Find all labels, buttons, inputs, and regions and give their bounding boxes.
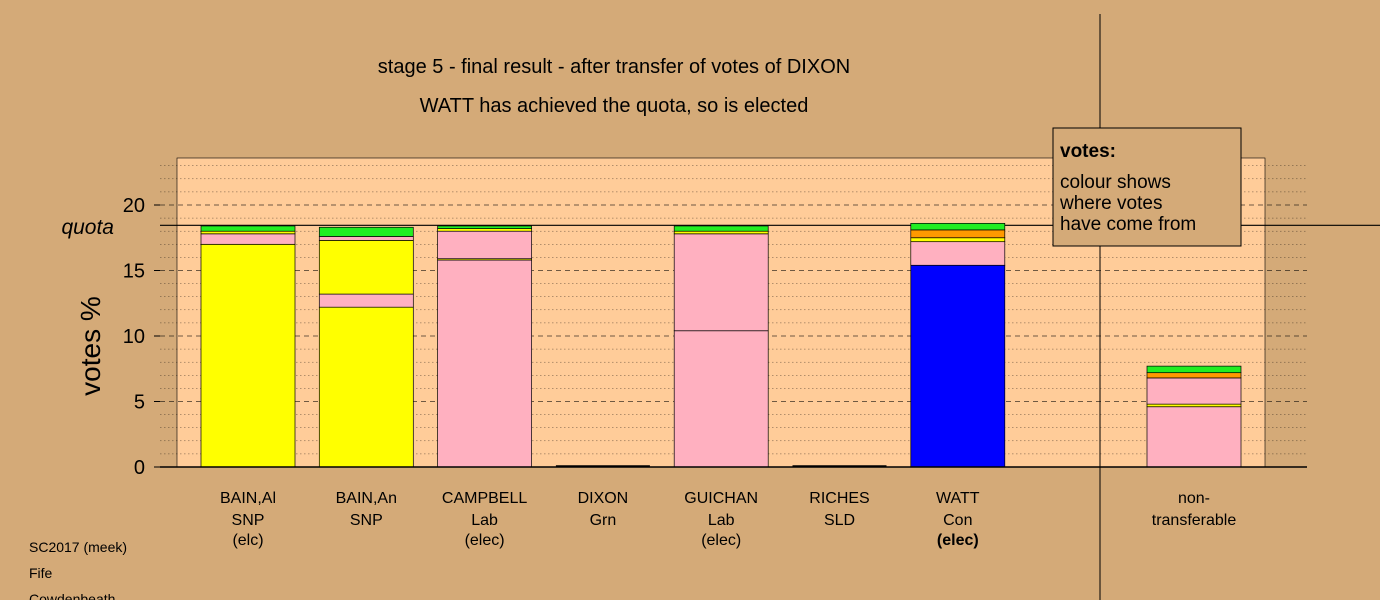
chart-title: stage 5 - final result - after transfer … [378,56,850,78]
y-tick-label: 10 [123,326,145,348]
footer-line-2: Fife [29,565,53,581]
bar-guichan-segment [673,233,769,332]
candidate-name: WATT [936,490,980,507]
candidate-name: BAIN,An [336,490,397,507]
bar-campbell-segment [437,230,532,260]
y-axis: 0 5 10 15 20 [123,195,1380,479]
chart-subtitle: WATT has achieved the quota, so is elect… [420,95,809,117]
candidate-name: DIXON [578,490,629,507]
bar-bainal-segment [200,233,296,245]
candidate-status: (elc) [232,532,263,549]
bar-campbell-segment [437,228,532,232]
y-tick-label: 15 [123,261,145,283]
candidate-party: Lab [708,512,735,529]
bar-bainal-segment [200,225,296,232]
bar-bainan-segment [318,236,414,241]
bar-bainan-segment [318,293,414,308]
bar-nontransferable-segment [1146,377,1242,405]
bar-watt-segment [910,229,1006,239]
footer-line-3: Cowdenbeath [29,591,115,600]
bar-campbell-segment [437,225,532,229]
legend-title: votes: [1060,141,1116,162]
candidate-party: Grn [590,512,617,529]
candidate-name: GUICHAN [684,490,758,507]
candidate-status: (elec) [465,532,505,549]
candidate-party: Lab [471,512,498,529]
bar-watt-segment [910,222,1006,231]
y-tick-label: 5 [134,392,145,414]
legend-line-2: where votes [1059,193,1162,214]
bar-nontransferable-segment [1146,365,1242,374]
candidate-party: SLD [824,512,855,529]
bar-guichan-segment [673,230,769,235]
y-tick-label: 0 [134,457,145,479]
candidate-status: (elec) [701,532,741,549]
bar-campbell-segment [437,259,532,468]
bar-bainan-segment [318,240,414,295]
nontransferable-label-2: transferable [1152,512,1237,529]
bar-guichan-segment [673,225,769,232]
bar-bainal-segment [200,243,296,468]
bar-watt-segment [910,237,1006,243]
candidate-name: RICHES [809,490,869,507]
legend-line-3: have come from [1060,214,1196,235]
bar-bainan-segment [318,306,414,468]
candidate-party: SNP [232,512,265,529]
bar-bainan-segment [318,226,414,237]
candidate-name: CAMPBELL [442,490,527,507]
quota-label: quota [61,216,114,239]
candidate-party: SNP [350,512,383,529]
bar-watt-segment [910,241,1006,266]
bar-nontransferable-segment [1146,406,1242,468]
candidate-party: Con [943,512,972,529]
legend: votes: colour shows where votes have com… [1052,127,1242,247]
bars [200,222,1242,468]
legend-box [1052,127,1242,247]
bar-bainal-segment [200,230,296,235]
y-tick-label: 20 [123,195,145,217]
nontransferable-label-1: non- [1178,490,1210,507]
candidate-status: (elec) [937,532,979,549]
candidate-labels: BAIN,Al SNP (elc) BAIN,An SNP CAMPBELL Lab (ele… [220,490,1236,549]
legend-line-1: colour shows [1060,172,1171,193]
bar-guichan-segment [673,330,769,468]
bar-watt-segment [910,264,1006,468]
candidate-name: BAIN,Al [220,490,276,507]
y-axis-label: votes % [75,296,106,396]
bar-nontransferable-segment [1146,372,1242,379]
footer-line-1: SC2017 (meek) [29,539,127,555]
bar-nontransferable-segment [1146,403,1242,408]
